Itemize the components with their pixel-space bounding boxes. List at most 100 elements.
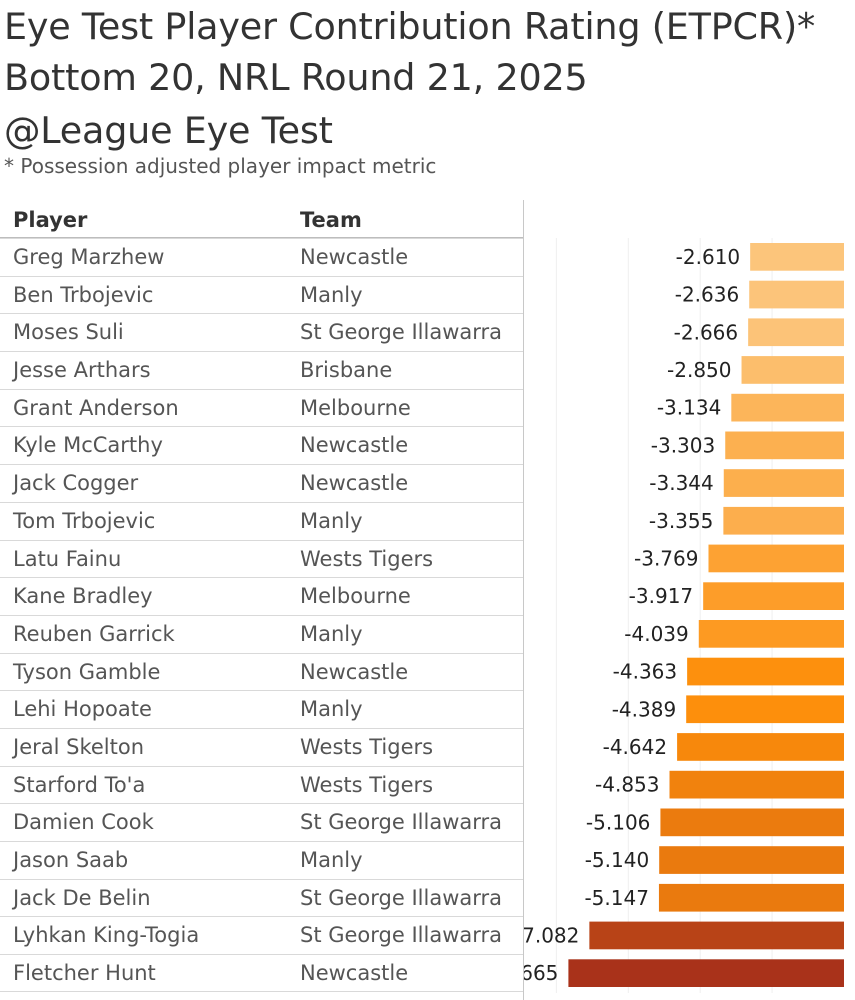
player-name: Fletcher Hunt <box>13 961 156 986</box>
player-name: Jason Saab <box>13 848 129 872</box>
player-name: Tom Trbojevic <box>13 508 156 533</box>
table-row: Lehi Hopoate Manly <box>0 690 523 728</box>
team-name: Newcastle <box>300 471 409 496</box>
data-label: -2.666 <box>674 320 738 344</box>
bar <box>725 431 844 460</box>
data-label: -2.636 <box>675 283 739 307</box>
bar <box>750 243 844 271</box>
table-row: Greg Marzhew Newcastle <box>0 238 523 276</box>
chart-subtitle: Bottom 20, NRL Round 21, 2025 <box>4 56 588 99</box>
player-table: Greg Marzhew Newcastle Ben Trbojevic Manly M… <box>0 238 523 992</box>
data-label: -4.642 <box>603 735 667 759</box>
player-name: Jesse Arthars <box>13 358 151 383</box>
bar <box>589 921 844 950</box>
bar <box>669 770 844 799</box>
bar <box>677 733 844 761</box>
data-label: -3.917 <box>629 584 693 608</box>
team-name: Newcastle <box>300 433 409 458</box>
table-row: Tyson Gamble Newcastle <box>0 652 523 691</box>
data-label: -3.769 <box>634 546 698 570</box>
table-row: Damien Cook St George Illawarra <box>0 803 523 841</box>
bar <box>698 620 844 648</box>
data-label: -4.389 <box>612 697 676 721</box>
table-row: Tom Trbojevic Manly <box>0 501 523 540</box>
player-name: Starford To'a <box>13 772 146 797</box>
bar <box>723 469 844 497</box>
data-label: -5.140 <box>585 848 649 872</box>
bar <box>741 356 844 384</box>
data-label: -5.106 <box>586 810 650 834</box>
data-label: -7.082 <box>524 923 579 947</box>
player-name: Tyson Gamble <box>13 659 161 684</box>
bar <box>659 846 844 874</box>
team-name: St George Illawarra <box>300 885 503 910</box>
team-name: Manly <box>300 621 363 646</box>
team-name: Wests Tigers <box>300 772 434 797</box>
table-row: Kyle McCarthy Newcastle <box>0 426 523 464</box>
bar <box>749 280 844 309</box>
table-row: Lyhkan King-Togia St George Illawarra <box>0 916 523 954</box>
chart-footnote: * Possession adjusted player impact metr… <box>4 154 437 178</box>
data-label: -4.853 <box>595 773 659 797</box>
player-name: Lyhkan King-Togia <box>13 923 200 948</box>
player-name: Grant Anderson <box>13 395 179 420</box>
data-label: -3.355 <box>649 509 713 533</box>
data-label: -3.344 <box>649 471 713 495</box>
bar <box>568 959 844 987</box>
player-name: Jack De Belin <box>13 885 151 910</box>
data-label: -2.610 <box>676 245 740 269</box>
bar <box>723 506 844 535</box>
bar <box>660 808 844 837</box>
team-name: Melbourne <box>300 395 411 420</box>
chart-divider <box>523 200 524 1000</box>
player-name: Ben Trbojevic <box>13 282 154 307</box>
team-name: Manly <box>300 508 363 533</box>
chart-author: @League Eye Test <box>4 109 333 152</box>
data-label: -7.665 <box>524 961 558 985</box>
table-row: Jesse Arthars Brisbane <box>0 351 523 389</box>
table-row: Latu Fainu Wests Tigers <box>0 539 523 578</box>
data-label: -2.850 <box>667 358 731 382</box>
column-header-team: Team <box>300 208 362 232</box>
team-name: Manly <box>300 697 363 722</box>
player-name: Kyle McCarthy <box>13 433 163 458</box>
team-name: St George Illawarra <box>300 810 503 835</box>
player-name: Kane Bradley <box>13 584 153 609</box>
bar <box>687 657 844 686</box>
team-name: Wests Tigers <box>300 546 434 571</box>
player-name: Jack Cogger <box>13 471 139 496</box>
data-label: -4.363 <box>613 660 677 684</box>
team-name: Melbourne <box>300 584 411 609</box>
table-row: Reuben Garrick Manly <box>0 614 523 653</box>
data-label: -5.147 <box>584 886 648 910</box>
table-row: Moses Suli St George Illawarra <box>0 313 523 351</box>
data-label: -3.134 <box>657 396 721 420</box>
table-row: Fletcher Hunt Newcastle <box>0 954 523 992</box>
bar <box>731 393 844 422</box>
team-name: Manly <box>300 848 363 872</box>
header-divider <box>0 237 523 238</box>
table-row: Jeral Skelton Wests Tigers <box>0 727 523 766</box>
team-name: Brisbane <box>300 358 393 383</box>
player-name: Greg Marzhew <box>13 245 165 269</box>
table-row: Jack Cogger Newcastle <box>0 464 523 502</box>
bar <box>748 318 844 347</box>
chart-title: Eye Test Player Contribution Rating (ETP… <box>4 5 816 48</box>
bar <box>708 544 844 573</box>
player-name: Lehi Hopoate <box>13 697 152 722</box>
table-row: Jack De Belin St George Illawarra <box>0 878 523 917</box>
data-label: -4.039 <box>624 622 688 646</box>
team-name: Wests Tigers <box>300 734 434 759</box>
player-name: Moses Suli <box>13 320 124 345</box>
table-row: Kane Bradley Melbourne <box>0 577 523 615</box>
table-row: Grant Anderson Melbourne <box>0 388 523 427</box>
team-name: Manly <box>300 282 363 307</box>
table-row: Starford To'a Wests Tigers <box>0 765 523 804</box>
bar <box>686 695 844 724</box>
player-name: Reuben Garrick <box>13 621 175 646</box>
player-name: Jeral Skelton <box>13 734 145 759</box>
bar <box>703 582 844 610</box>
bar-chart: -2.610 -2.636 -2.666 -2.850 -3.134 -3.303 -3.3… <box>524 238 844 993</box>
team-name: St George Illawarra <box>300 320 503 345</box>
player-name: Latu Fainu <box>13 546 122 571</box>
